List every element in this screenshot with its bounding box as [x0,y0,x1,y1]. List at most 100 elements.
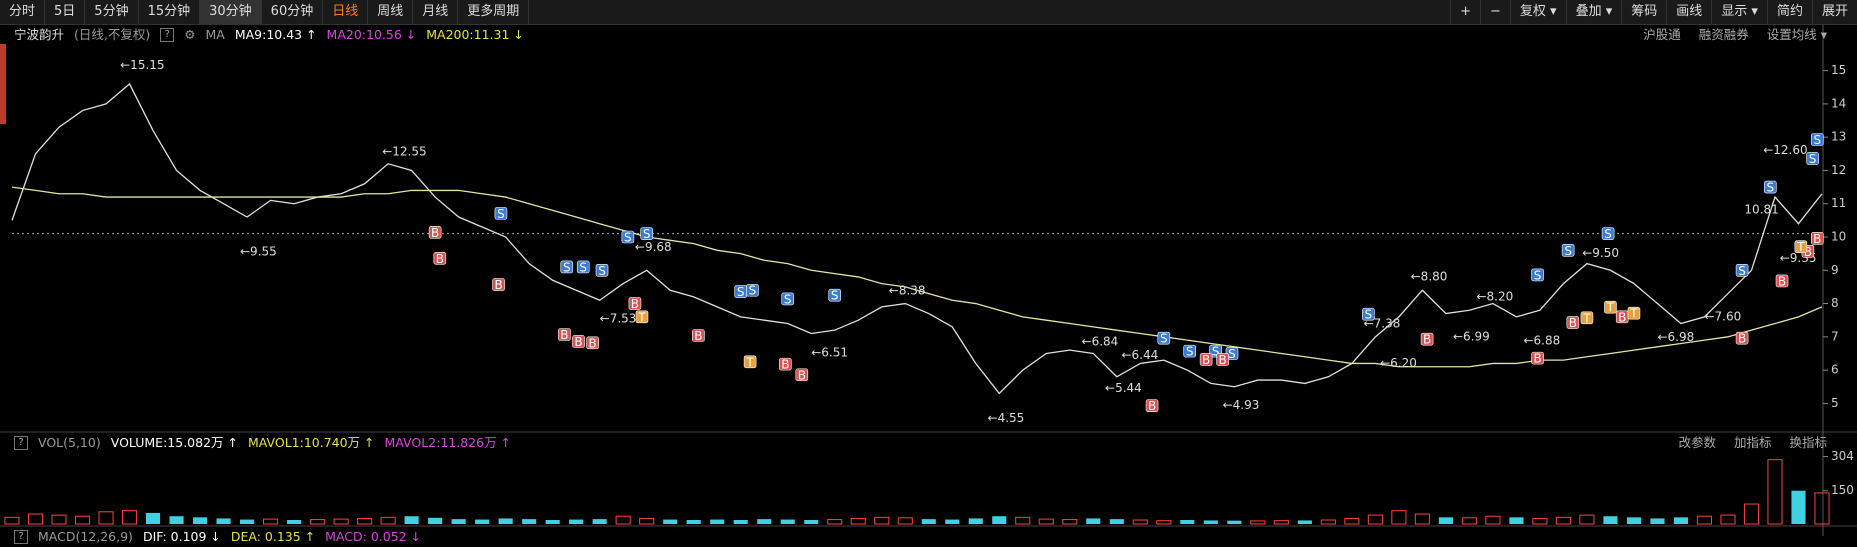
period-tab[interactable]: 30分钟 [200,0,262,24]
help[interactable]: ? [14,436,28,450]
link[interactable]: 换指标 [1789,435,1827,450]
signal-marker: B [1775,274,1789,288]
period-tab[interactable]: 更多周期 [458,0,530,24]
gear[interactable]: ⚙ [184,27,196,42]
tool-button[interactable]: − [1480,0,1510,24]
period-tab[interactable]: 60分钟 [262,0,324,24]
signal-box [1199,353,1213,366]
macd-name: MACD(12,26,9) [38,529,133,544]
period-tab[interactable]: 15分钟 [139,0,201,24]
volume-bar [1367,514,1383,525]
signal-marker: B [692,329,705,343]
indicator-value: MAVOL1:10.740万 ↑ [247,435,375,450]
y-tick-label: 6 [1831,363,1839,377]
volume-bar [1673,517,1689,524]
signal-box [595,263,609,277]
tool-button[interactable]: 叠加 ▾ [1565,0,1622,24]
signal-marker: B [779,358,792,372]
tool-button[interactable]: + [1450,0,1480,24]
y-tick-label: 12 [1831,163,1846,177]
signal-label: B [631,297,639,311]
signal-box [1531,351,1544,365]
price-annotation: ←4.55 [988,411,1025,425]
signal-marker: B [1145,399,1159,413]
signal-label: S [749,284,757,298]
volume-bar [498,518,513,524]
price-header: 宁波韵升 (日线,不复权) ? ⚙ MA MA9:10.43 ↑ MA20:10.… [0,25,1857,45]
tool-button[interactable]: 显示 ▾ [1711,0,1767,24]
price-annotation: ←12.60 [1763,143,1807,157]
vol-items: VOLUME:15.082万 ↑ MAVOL1:10.740万 ↑ MAVOL2:1… [111,433,511,453]
signal-marker: B [1420,333,1434,347]
volume-bar [1509,517,1524,524]
period-tab[interactable]: 5分钟 [85,0,139,24]
signal-marker: B [1531,351,1544,366]
signal-label: B [431,226,439,240]
signal-box [494,207,508,220]
signal-marker: S [1561,244,1575,258]
signal-label: S [1813,133,1821,147]
link[interactable]: 融资融券 [1698,27,1749,42]
signal-box [1566,316,1580,329]
signal-label: S [1564,244,1572,258]
signal-box [795,368,809,382]
links: 改参数 加指标 换指标 [1678,433,1857,453]
signal-box [1775,274,1789,288]
signal-label: B [1738,332,1746,346]
signal-marker: S [494,207,508,221]
volume-bar [686,520,701,524]
signal-box [1580,311,1594,325]
volume-bar [27,513,44,525]
tool-button[interactable]: 画线 [1666,0,1711,24]
y-tick-label: 7 [1831,329,1839,343]
volume-bar [357,517,373,525]
tool-button[interactable]: 简约 [1766,0,1812,24]
period-tab[interactable]: 5日 [45,0,86,24]
tool-button[interactable]: 复权 ▾ [1509,0,1566,24]
link[interactable]: 设置均线 ▾ [1766,27,1827,42]
signal-label: S [1160,332,1168,346]
volume-bar [1391,510,1407,525]
toolbar: 分时 5日 5分钟 15分钟 30分钟 60分钟 日线 周线 月线 更多周期 [0,0,1857,25]
volume-bar [263,518,279,525]
period-tab[interactable]: 分时 [0,0,46,24]
tool-button[interactable]: 筹码 [1621,0,1666,24]
volume-bar [921,519,936,524]
help[interactable]: ? [14,530,28,544]
period-tab[interactable]: 月线 [413,0,459,24]
signal-label: B [494,278,502,292]
signal-label: T [1582,311,1591,325]
signal-marker: B [1216,353,1229,367]
link[interactable]: 加指标 [1733,435,1772,450]
signal-label: B [588,336,596,350]
signal-label: S [1738,264,1746,278]
signal-label: B [436,252,444,266]
price-annotation: ←9.68 [635,240,672,254]
volume-bar [1720,514,1736,525]
period-tab[interactable]: 日线 [323,0,369,24]
mode: (日线,不复权) [74,27,151,42]
signal-box [743,355,757,369]
signal-marker: B [1810,232,1824,246]
signal-marker: S [1362,308,1375,322]
price-annotation: ←7.60 [1704,309,1741,323]
volume-bar [98,511,114,525]
signal-box [1183,344,1196,358]
signal-marker: T [635,310,649,324]
link[interactable]: 改参数 [1678,435,1716,450]
volume-bar [850,517,866,525]
signal-label: S [831,289,839,303]
price-annotation: ←6.84 [1082,335,1119,349]
help[interactable]: ? [160,28,175,42]
volume-bar [992,516,1007,524]
period-tab[interactable]: 周线 [368,0,414,24]
y-tick-label: 8 [1831,296,1839,310]
signal-marker: B [558,328,571,342]
signal-label: T [637,310,646,324]
y-tick-label: 13 [1831,130,1846,144]
signal-label: B [1533,352,1541,366]
tool-button[interactable]: 展开 [1811,0,1857,24]
link[interactable]: 沪股通 [1643,27,1681,42]
signal-marker: B [795,368,809,382]
volume-bar [145,512,161,524]
